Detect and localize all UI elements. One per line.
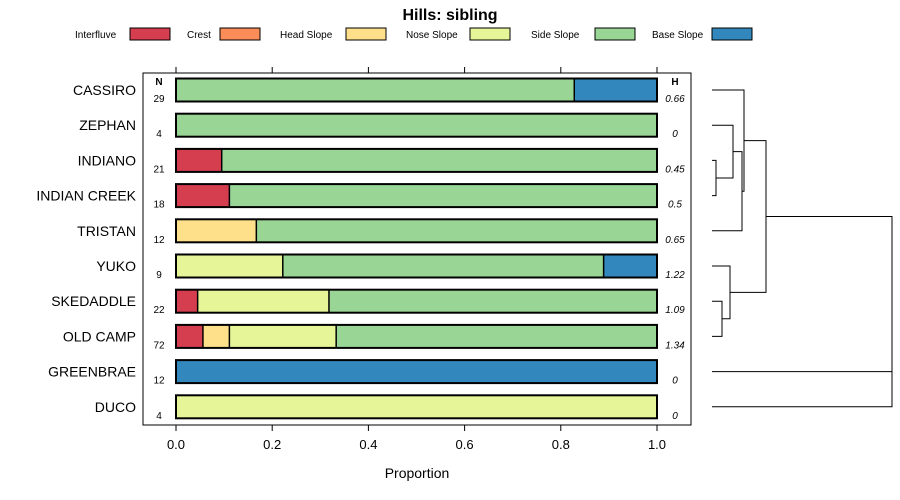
category-label-duco: DUCO <box>95 399 136 415</box>
bar-indian-creek-side-slope <box>229 184 658 208</box>
bar-old-camp-side-slope <box>336 324 657 348</box>
dendrogram-branch <box>712 265 731 320</box>
category-labels: CASSIRO ZEPHAN INDIANO INDIAN CREEK TRISTAN Y… <box>36 82 136 415</box>
bar-skedaddle-side-slope <box>328 289 657 313</box>
bar-indiano-interfluve <box>176 148 222 172</box>
x-axis-title: Proportion <box>385 465 450 481</box>
dendrogram-branch <box>712 300 723 337</box>
bar-yuko-base-slope <box>603 254 657 278</box>
x-tick-label-0-4: 0.4 <box>359 437 377 452</box>
bar-skedaddle-interfluve <box>176 289 198 313</box>
legend: Interfluve Crest Head Slope Nose Slope Side … <box>75 27 753 41</box>
h-value-indiano: 0.45 <box>665 164 685 175</box>
bar-skedaddle-nose-slope <box>197 289 329 313</box>
n-column-header: N <box>155 77 162 88</box>
category-label-old-camp: OLD CAMP <box>63 328 136 344</box>
n-value-yuko: 9 <box>156 270 162 281</box>
bar-outline-cassiro <box>175 77 658 103</box>
bar-outline-indian-creek <box>175 183 658 209</box>
x-tick-label-1-0: 1.0 <box>648 437 666 452</box>
x-tick-label-0-8: 0.8 <box>552 437 570 452</box>
dendrogram-branch <box>730 140 767 293</box>
bar-duco-nose-slope <box>176 395 657 419</box>
legend-swatch-crest <box>219 27 261 41</box>
bar-outline-indiano <box>175 147 658 173</box>
legend-label-crest: Crest <box>187 30 211 41</box>
chart-title: Hills: sibling <box>402 7 497 24</box>
n-value-skedaddle: 22 <box>153 305 165 316</box>
bar-yuko-nose-slope <box>176 254 283 278</box>
x-axis: 0.0 0.2 0.4 0.6 0.8 1.0 <box>167 67 666 452</box>
h-value-yuko: 1.22 <box>665 270 685 281</box>
dendrogram-branch <box>712 89 745 192</box>
n-value-duco: 4 <box>156 411 162 422</box>
n-value-old-camp: 72 <box>153 340 165 351</box>
category-label-tristan: TRISTAN <box>77 223 136 239</box>
legend-swatch-nose-slope <box>469 27 511 41</box>
bar-indian-creek-interfluve <box>176 184 230 208</box>
n-value-indian-creek: 18 <box>153 200 165 211</box>
h-value-duco: 0 <box>672 411 678 422</box>
dendrogram-branch <box>712 159 717 197</box>
category-label-zephan: ZEPHAN <box>79 117 136 133</box>
n-value-greenbrae: 12 <box>153 376 165 387</box>
bar-tristan-side-slope <box>256 219 657 243</box>
bar-outline-zephan <box>175 112 658 138</box>
legend-label-base-slope: Base Slope <box>652 30 704 41</box>
category-label-skedaddle: SKEDADDLE <box>51 293 136 309</box>
dendrogram-branch <box>712 124 734 179</box>
bars <box>175 77 658 420</box>
bar-cassiro-side-slope <box>176 78 575 102</box>
h-value-old-camp: 1.34 <box>665 340 685 351</box>
category-label-greenbrae: GREENBRAE <box>48 364 136 380</box>
plot-panel <box>142 72 692 426</box>
bar-old-camp-head-slope <box>202 324 230 348</box>
bar-outline-tristan <box>175 218 658 244</box>
n-value-indiano: 21 <box>153 164 165 175</box>
bar-outline-old-camp <box>175 323 658 349</box>
n-value-tristan: 12 <box>153 235 165 246</box>
n-h-annotations: 29 0.66 4 0 21 0.45 18 0.5 12 0.65 9 1.22 22 1.09 72 1.… <box>153 94 685 422</box>
legend-label-interfluve: Interfluve <box>75 30 117 41</box>
bar-outline-skedaddle <box>175 288 658 314</box>
category-label-cassiro: CASSIRO <box>73 82 136 98</box>
bar-tristan-head-slope <box>176 219 257 243</box>
bar-outline-duco <box>175 394 658 420</box>
legend-swatch-head-slope <box>345 27 387 41</box>
dendrogram-branch <box>712 216 893 408</box>
bar-greenbrae-base-slope <box>176 360 657 384</box>
bar-indiano-side-slope <box>221 148 657 172</box>
legend-swatch-side-slope <box>594 27 636 41</box>
x-tick-label-0-0: 0.0 <box>167 437 185 452</box>
category-label-indian-creek: INDIAN CREEK <box>36 188 136 204</box>
bar-cassiro-base-slope <box>574 78 657 102</box>
bar-old-camp-nose-slope <box>229 324 337 348</box>
bar-old-camp-interfluve <box>176 324 203 348</box>
bar-zephan-side-slope <box>176 113 657 137</box>
h-value-zephan: 0 <box>672 129 678 140</box>
bar-outline-greenbrae <box>175 359 658 385</box>
legend-label-nose-slope: Nose Slope <box>406 30 458 41</box>
category-label-yuko: YUKO <box>96 258 136 274</box>
legend-label-side-slope: Side Slope <box>531 30 580 41</box>
n-value-cassiro: 29 <box>153 94 165 105</box>
bar-outline-yuko <box>175 253 658 279</box>
n-value-zephan: 4 <box>156 129 162 140</box>
x-tick-label-0-6: 0.6 <box>456 437 474 452</box>
h-value-cassiro: 0.66 <box>665 94 685 105</box>
h-value-skedaddle: 1.09 <box>665 305 685 316</box>
legend-swatch-interfluve <box>129 27 171 41</box>
x-tick-label-0-2: 0.2 <box>263 437 281 452</box>
legend-label-head-slope: Head Slope <box>280 30 333 41</box>
bar-yuko-side-slope <box>282 254 604 278</box>
h-column-header: H <box>671 77 678 88</box>
dendrogram <box>712 89 893 408</box>
h-value-greenbrae: 0 <box>672 376 678 387</box>
h-value-tristan: 0.65 <box>665 235 685 246</box>
h-value-indian-creek: 0.5 <box>668 200 682 211</box>
legend-swatch-base-slope <box>711 27 753 41</box>
category-label-indiano: INDIANO <box>78 152 136 168</box>
